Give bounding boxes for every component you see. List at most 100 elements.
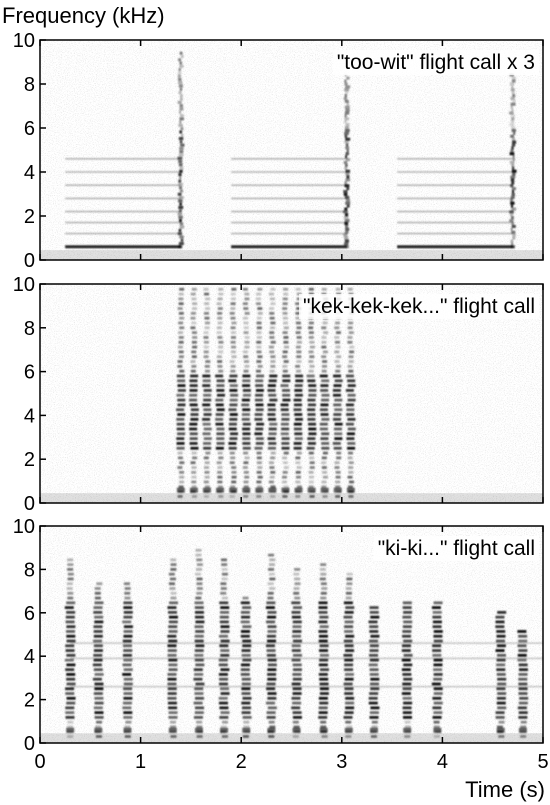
note-segment	[270, 340, 276, 344]
note-segment	[280, 408, 289, 412]
note-segment	[283, 287, 289, 291]
note-segment	[177, 384, 186, 388]
note-segment	[168, 658, 178, 662]
upsweep-segment	[511, 245, 515, 249]
panel-title-bg	[373, 536, 539, 561]
call-note	[254, 287, 265, 498]
note-segment	[123, 677, 133, 681]
note-base	[176, 487, 185, 493]
panel-frame	[39, 525, 544, 744]
call-note	[280, 287, 291, 498]
upsweep-segment	[179, 61, 183, 65]
upsweep-segment	[510, 198, 514, 202]
note-segment	[65, 687, 75, 691]
upsweep-segment	[344, 213, 349, 217]
note-segment	[348, 369, 354, 373]
note-segment	[335, 364, 341, 368]
note-segment	[403, 639, 413, 643]
upsweep-segment	[178, 179, 182, 183]
note-segment	[241, 398, 250, 402]
upsweep-segment	[344, 82, 348, 86]
note-segment	[344, 644, 354, 648]
note-segment	[517, 644, 527, 648]
note-segment	[346, 432, 355, 436]
note-segment	[496, 687, 506, 691]
note-segment	[270, 495, 276, 498]
note-segment	[293, 408, 302, 412]
note-segment	[295, 331, 301, 335]
note-segment	[92, 663, 102, 667]
note-segment	[202, 379, 211, 383]
note-segment	[336, 456, 342, 460]
upsweep-segment	[512, 99, 516, 103]
note-segment	[204, 316, 210, 320]
note-segment	[319, 687, 329, 691]
note-segment	[318, 630, 328, 633]
note-segment	[241, 711, 251, 715]
note-segment	[219, 620, 229, 624]
upsweep-segment	[177, 100, 182, 104]
note-segment	[496, 644, 506, 648]
note-segment	[269, 369, 275, 373]
note-segment	[228, 442, 237, 445]
call-syllable	[231, 73, 351, 249]
note-segment	[190, 417, 199, 421]
note-segment	[433, 735, 440, 738]
note-segment	[497, 653, 507, 657]
note-segment	[269, 297, 275, 301]
note-segment	[220, 582, 227, 586]
note-segment	[202, 417, 211, 421]
note-segment	[433, 658, 443, 662]
call-note	[431, 601, 443, 738]
note-segment	[433, 677, 443, 681]
note-segment	[282, 297, 288, 301]
note-segment	[495, 715, 505, 719]
note-segment	[433, 601, 443, 605]
note-segment	[281, 442, 290, 445]
note-segment	[240, 620, 250, 624]
note-segment	[282, 374, 291, 378]
note-segment	[295, 461, 301, 465]
note-segment	[269, 475, 275, 479]
note-segment	[282, 495, 288, 498]
note-segment	[335, 495, 341, 498]
note-segment	[203, 413, 212, 416]
upsweep-segment	[179, 117, 184, 121]
note-segment	[229, 461, 235, 465]
note-segment	[243, 495, 249, 498]
note-segment	[267, 663, 277, 667]
note-segment	[292, 687, 302, 691]
note-segment	[242, 706, 252, 710]
note-segment	[204, 292, 210, 296]
note-segment	[168, 663, 178, 667]
note-segment	[268, 553, 275, 557]
note-segment	[202, 384, 211, 388]
note-base	[229, 487, 238, 493]
note-segment	[94, 591, 101, 595]
note-segment	[498, 735, 505, 738]
note-segment	[319, 568, 326, 571]
note-segment	[294, 403, 303, 407]
note-segment	[401, 668, 411, 672]
note-segment	[347, 384, 356, 388]
note-segment	[220, 630, 230, 633]
note-segment	[194, 658, 204, 662]
note-segment	[190, 316, 196, 320]
upsweep-segment	[179, 189, 184, 193]
note-segment	[335, 485, 341, 489]
note-segment	[402, 625, 412, 629]
note-segment	[228, 427, 237, 431]
note-segment	[267, 630, 277, 633]
note-segment	[268, 393, 277, 397]
note-segment	[348, 355, 354, 359]
note-segment	[94, 715, 104, 719]
note-segment	[215, 446, 224, 450]
note-segment	[167, 673, 177, 676]
note-segment	[177, 413, 186, 416]
upsweep-segment	[345, 143, 349, 147]
note-segment	[292, 720, 299, 724]
signal-marks	[64, 548, 543, 738]
upsweep-segment	[346, 158, 350, 162]
note-segment	[346, 725, 353, 729]
note-segment	[402, 682, 412, 686]
